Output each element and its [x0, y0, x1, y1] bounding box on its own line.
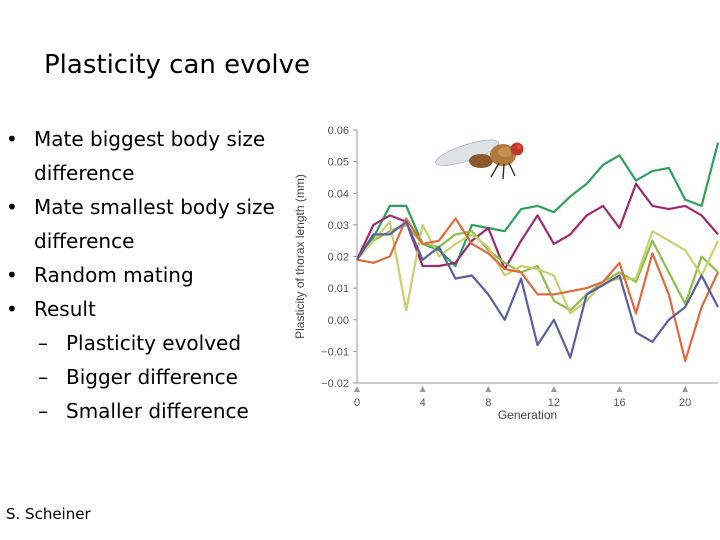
x-tick-mark — [550, 386, 557, 392]
y-tick-label: −0.02 — [321, 378, 349, 390]
bullet-dot: • — [6, 127, 18, 151]
bullet-text: Mate smallest body size difference — [34, 195, 275, 253]
bullet-text: Random mating — [34, 263, 194, 287]
bullet-dot: • — [6, 195, 18, 219]
series-line — [356, 217, 719, 362]
x-tick-label: 8 — [485, 397, 491, 409]
bullet-dot: • — [6, 263, 18, 287]
x-tick-mark — [419, 386, 426, 392]
sub-bullet-item: – Plasticity evolved — [6, 326, 296, 360]
y-tick-label: 0.02 — [328, 252, 349, 264]
y-axis-label: Plasticity of thorax length (mm) — [293, 174, 307, 339]
x-tick-mark — [682, 386, 689, 392]
bullet-text: Result — [34, 297, 96, 321]
x-axis-label: Generation — [498, 408, 557, 422]
y-tick-label: 0.00 — [328, 315, 349, 327]
y-tick-label: 0.04 — [328, 188, 349, 200]
series-line — [356, 220, 719, 315]
x-tick-mark — [354, 386, 360, 392]
slide-credit: S. Scheiner — [6, 505, 91, 523]
sub-bullet-text: Smaller difference — [66, 399, 249, 423]
y-tick-label: −0.01 — [321, 346, 349, 358]
bullet-item: • Mate biggest body size difference — [6, 122, 296, 190]
x-tick-mark — [485, 386, 492, 392]
bullet-dot: • — [6, 297, 18, 321]
plasticity-chart: −0.02 −0.01 0.00 0.01 0.02 0.03 0.04 0.05 0.06 0 4… — [293, 125, 720, 422]
x-tick-label: 12 — [548, 397, 560, 409]
series-line — [356, 220, 719, 359]
sub-bullet-dash: – — [38, 365, 48, 389]
bullet-item: • Result — [6, 292, 296, 326]
bullet-item: • Random mating — [6, 258, 296, 292]
y-tick-label: 0.03 — [328, 220, 349, 232]
sub-bullet-text: Bigger difference — [66, 365, 238, 389]
x-tick-label: 0 — [354, 397, 360, 409]
x-tick-label: 4 — [420, 397, 426, 409]
y-tick-label: 0.05 — [328, 157, 349, 169]
bullet-item: • Mate smallest body size difference — [6, 190, 296, 258]
bullet-list: • Mate biggest body size difference • Mate… — [6, 122, 296, 428]
x-tick-label: 16 — [613, 397, 625, 409]
series-line — [356, 142, 720, 268]
x-tick-mark — [616, 386, 623, 392]
y-tick-label: 0.01 — [328, 283, 349, 295]
slide-title: Plasticity can evolve — [44, 50, 311, 80]
sub-bullet-dash: – — [38, 331, 48, 355]
bullet-text: Mate biggest body size difference — [34, 127, 266, 185]
sub-bullet-item: – Smaller difference — [6, 394, 296, 428]
x-tick-label: 20 — [679, 397, 691, 409]
series-line — [356, 223, 719, 312]
sub-bullet-item: – Bigger difference — [6, 360, 296, 394]
fruit-fly-illustration — [435, 139, 524, 180]
sub-bullet-text: Plasticity evolved — [66, 331, 242, 355]
sub-bullet-dash: – — [38, 399, 48, 423]
y-tick-label: 0.06 — [328, 125, 349, 137]
